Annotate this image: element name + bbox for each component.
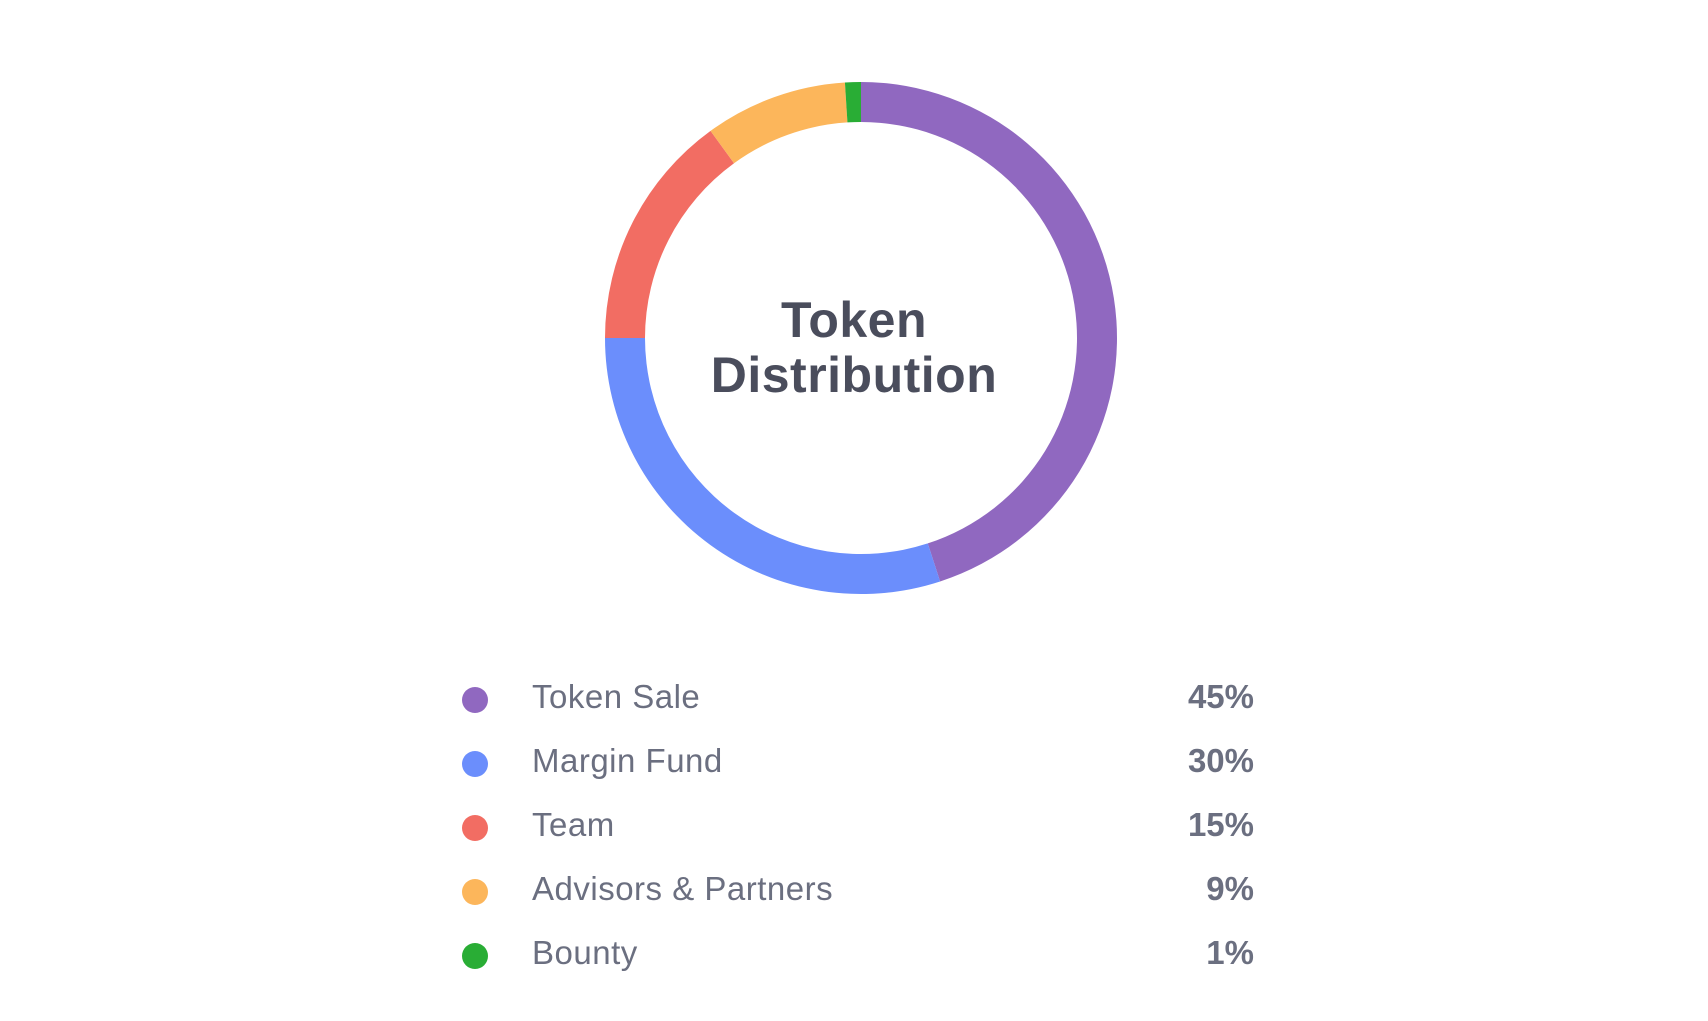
chart-legend: Token Sale 45% Margin Fund 30% Team 15% … (462, 671, 1254, 991)
legend-label: Advisors & Partners (532, 870, 834, 907)
legend-item-token-sale: Token Sale 45% (462, 671, 1254, 735)
legend-item-bounty: Bounty 1% (462, 927, 1254, 991)
legend-value: 9% (1206, 870, 1254, 907)
legend-label: Team (532, 806, 615, 843)
legend-label: Bounty (532, 934, 638, 971)
donut-slice-token-sale (861, 82, 1118, 582)
chart-title-line-2: Distribution (710, 347, 998, 403)
legend-value: 1% (1206, 934, 1254, 971)
legend-value: 45% (1187, 678, 1254, 715)
legend-label: Margin Fund (532, 742, 723, 779)
legend-swatch (462, 815, 488, 841)
legend-swatch (462, 943, 488, 969)
donut-slice-margin-fund (605, 338, 941, 594)
legend-item-team: Team 15% (462, 799, 1254, 863)
legend-item-advisors-partners: Advisors & Partners 9% (462, 863, 1254, 927)
donut-slice-bounty (844, 82, 861, 123)
legend-swatch (462, 751, 488, 777)
legend-label: Token Sale (532, 678, 701, 715)
donut-slice-team (605, 130, 735, 338)
legend-swatch (462, 687, 488, 713)
legend-value: 30% (1187, 742, 1254, 779)
legend-swatch (462, 879, 488, 905)
legend-item-margin-fund: Margin Fund 30% (462, 735, 1254, 799)
chart-title-line-1: Token (780, 292, 928, 348)
donut-slice-advisors-partners (710, 82, 848, 164)
legend-value: 15% (1187, 806, 1254, 843)
